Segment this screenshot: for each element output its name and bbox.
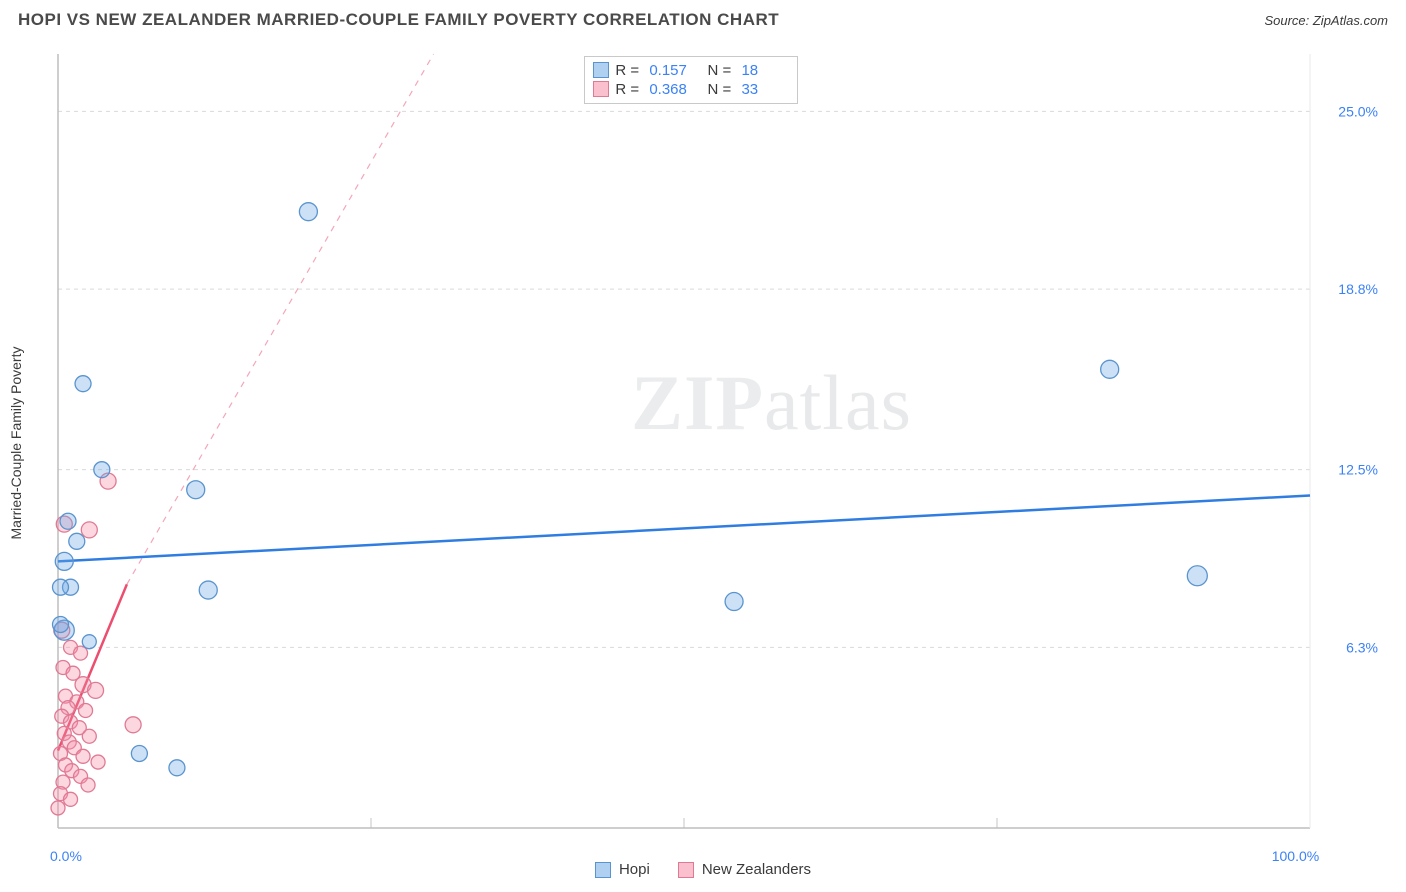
data-point — [81, 522, 97, 538]
data-point — [131, 745, 147, 761]
data-point — [82, 635, 96, 649]
y-tick-label: 12.5% — [1338, 462, 1378, 478]
data-point — [725, 593, 743, 611]
data-point — [88, 682, 104, 698]
data-point — [125, 717, 141, 733]
data-point — [69, 533, 85, 549]
title-bar: HOPI VS NEW ZEALANDER MARRIED-COUPLE FAM… — [0, 0, 1406, 36]
data-point — [53, 579, 69, 595]
data-point — [76, 749, 90, 763]
data-point — [79, 703, 93, 717]
data-point — [55, 552, 73, 570]
data-point — [94, 462, 110, 478]
legend-label: New Zealanders — [702, 861, 811, 878]
data-point — [199, 581, 217, 599]
legend-item: New Zealanders — [678, 861, 811, 878]
data-point — [1101, 360, 1119, 378]
bottom-legend: Hopi New Zealanders — [0, 861, 1406, 878]
data-point — [64, 792, 78, 806]
data-point — [60, 513, 76, 529]
chart-title: HOPI VS NEW ZEALANDER MARRIED-COUPLE FAM… — [18, 10, 779, 30]
data-point — [75, 376, 91, 392]
data-point — [91, 755, 105, 769]
plot-area: Married-Couple Family Poverty 6.3%12.5%1… — [50, 46, 1386, 840]
data-point — [187, 481, 205, 499]
legend-swatch — [593, 81, 609, 97]
legend-item: Hopi — [595, 861, 650, 878]
data-point — [1187, 566, 1207, 586]
stat-label: N = — [703, 81, 735, 98]
data-point — [82, 729, 96, 743]
y-tick-label: 18.8% — [1338, 281, 1378, 297]
trend-line-blue — [58, 495, 1310, 561]
data-point — [51, 801, 65, 815]
stat-label: R = — [615, 81, 643, 98]
y-tick-label: 6.3% — [1346, 639, 1378, 655]
legend-swatch — [595, 862, 611, 878]
data-point — [53, 616, 69, 632]
y-axis-label: Married-Couple Family Poverty — [8, 347, 24, 540]
stat-r-value: 0.157 — [649, 62, 697, 79]
legend-label: Hopi — [619, 861, 650, 878]
source-label: Source: ZipAtlas.com — [1264, 13, 1388, 28]
y-tick-label: 25.0% — [1338, 103, 1378, 119]
legend-swatch — [593, 62, 609, 78]
data-point — [299, 203, 317, 221]
trend-line-pink-extended — [127, 54, 434, 584]
correlation-stats-box: R = 0.157 N = 18R = 0.368 N = 33 — [584, 56, 798, 104]
data-point — [169, 760, 185, 776]
legend-swatch — [678, 862, 694, 878]
stat-label: N = — [703, 62, 735, 79]
stat-label: R = — [615, 62, 643, 79]
stats-row: R = 0.368 N = 33 — [591, 80, 791, 99]
stat-r-value: 0.368 — [649, 81, 697, 98]
scatter-chart: 6.3% 12.5% 18.8% 25.0% — [50, 46, 1386, 840]
data-point — [81, 778, 95, 792]
stats-row: R = 0.157 N = 18 — [591, 61, 791, 80]
stat-n-value: 33 — [741, 81, 789, 98]
stat-n-value: 18 — [741, 62, 789, 79]
